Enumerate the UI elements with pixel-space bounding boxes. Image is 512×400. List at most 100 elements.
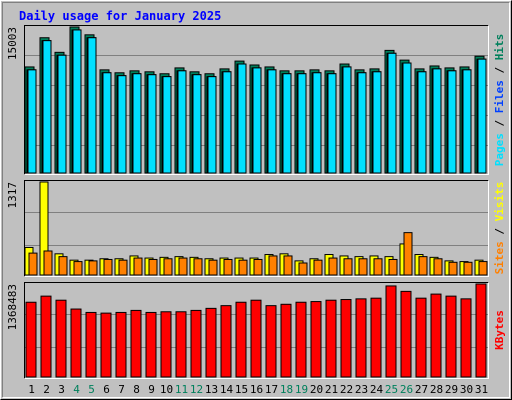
chart-title: Daily usage for January 2025 xyxy=(19,9,221,23)
sites-bar-day-3-body xyxy=(58,256,68,276)
kbytes-bar-day-20-body xyxy=(310,301,322,378)
sites-bar-day-16 xyxy=(253,258,263,276)
pages-bar-day-16 xyxy=(252,67,262,174)
kbytes-bar-day-22 xyxy=(340,299,352,378)
kbytes-bar-day-28-body xyxy=(430,293,442,378)
kbytes-bar-day-12-body xyxy=(190,309,202,378)
pages-bar-day-6 xyxy=(102,72,112,174)
sites-bar-day-17 xyxy=(268,255,278,276)
x-label-day-5: 5 xyxy=(88,383,95,396)
x-label-day-15: 15 xyxy=(235,383,248,396)
x-label-day-24: 24 xyxy=(370,383,384,396)
pages-bar-day-27 xyxy=(417,71,427,174)
pages-bar-day-21 xyxy=(327,73,337,174)
kbytes-bar-day-6 xyxy=(100,312,112,378)
sites-bar-day-29 xyxy=(448,261,458,276)
sites-bar-day-24-body xyxy=(373,258,383,276)
pages-bar-day-9 xyxy=(147,74,157,174)
panel-3-border-light xyxy=(24,282,489,379)
kbytes-bar-day-20 xyxy=(310,301,322,378)
sites-bar-day-15-body xyxy=(238,259,248,276)
sites-bar-day-20-body xyxy=(313,259,323,276)
sites-bar-day-8-body xyxy=(133,257,143,276)
sites-bar-day-10 xyxy=(163,258,173,276)
sites-bar-day-7-body xyxy=(118,259,128,276)
panel-2-border-dark xyxy=(24,180,489,277)
kbytes-bar-day-14 xyxy=(220,305,232,378)
pages-bar-day-25 xyxy=(387,52,397,174)
sites-bar-day-23 xyxy=(358,258,368,276)
sites-bar-day-19-body xyxy=(298,262,308,276)
kbytes-bar-day-26 xyxy=(400,290,412,378)
kbytes-bar-day-12 xyxy=(190,309,202,378)
kbytes-bar-day-5-body xyxy=(85,311,97,378)
x-label-day-4: 4 xyxy=(73,383,80,396)
pages-bar-day-10-body xyxy=(162,76,172,174)
sites-bar-day-25-body xyxy=(388,258,398,276)
sites-bar-day-1 xyxy=(28,252,38,276)
pages-bar-day-5 xyxy=(87,37,97,174)
x-label-day-21: 21 xyxy=(325,383,338,396)
x-label-day-10: 10 xyxy=(160,383,173,396)
sites-bar-day-3 xyxy=(58,256,68,276)
kbytes-bar-day-9 xyxy=(145,311,157,378)
x-label-day-11: 11 xyxy=(175,383,188,396)
kbytes-bar-day-29-body xyxy=(445,295,457,378)
sites-bar-day-5-body xyxy=(88,260,98,276)
sites-bar-day-4-body xyxy=(73,261,83,276)
pages-bar-day-26 xyxy=(402,62,412,174)
kbytes-bar-day-2 xyxy=(40,295,52,378)
panel-1-border-light xyxy=(24,25,489,175)
x-label-day-16: 16 xyxy=(250,383,263,396)
sites-bar-day-31 xyxy=(478,261,488,276)
sites-bar-day-6-body xyxy=(103,258,113,276)
kbytes-bar-day-11 xyxy=(175,311,187,378)
kbytes-bar-day-13 xyxy=(205,307,217,378)
pages-bar-day-4 xyxy=(72,29,82,174)
pages-bar-day-17-body xyxy=(267,69,277,174)
pages-bar-day-16-body xyxy=(252,67,262,174)
kbytes-bar-day-14-body xyxy=(220,305,232,378)
pages-bar-day-21-body xyxy=(327,73,337,174)
x-label-day-27: 27 xyxy=(415,383,428,396)
kbytes-bar-day-30-body xyxy=(460,298,472,378)
sites-bar-day-12 xyxy=(193,258,203,276)
kbytes-bar-day-10 xyxy=(160,311,172,378)
kbytes-bar-day-25 xyxy=(385,285,397,378)
kbytes-bar-day-18 xyxy=(280,303,292,378)
kbytes-bar-day-1-body xyxy=(25,301,37,378)
pages-bar-day-12-body xyxy=(192,74,202,174)
x-label-day-14: 14 xyxy=(220,383,234,396)
kbytes-bar-day-31-body xyxy=(475,283,487,378)
sites-bar-day-2-body xyxy=(43,250,53,276)
sites-bar-day-21 xyxy=(328,257,338,276)
x-label-day-23: 23 xyxy=(355,383,368,396)
legend-hits: Hits xyxy=(493,34,506,61)
pages-bar-day-18 xyxy=(282,73,292,174)
pages-bar-day-10 xyxy=(162,76,172,174)
pages-bar-day-1 xyxy=(27,69,37,174)
pages-bar-day-30 xyxy=(462,69,472,174)
kbytes-bar-day-17 xyxy=(265,305,277,378)
kbytes-bar-day-15-body xyxy=(235,301,247,378)
sites-bar-day-9 xyxy=(148,258,158,276)
panel-3-legend: KBytes xyxy=(493,310,506,350)
panel-2-ymax-label: 1317 xyxy=(6,182,19,209)
sites-bar-day-19 xyxy=(298,262,308,276)
legend-separator: / xyxy=(493,221,506,241)
kbytes-bar-day-17-body xyxy=(265,305,277,378)
sites-bar-day-14-body xyxy=(223,258,233,276)
panel-2-legend: Sites / Visits xyxy=(493,182,506,275)
kbytes-bar-day-21-body xyxy=(325,299,337,378)
sites-bar-day-13 xyxy=(208,259,218,276)
pages-bar-day-7-body xyxy=(117,75,127,174)
kbytes-bar-day-24 xyxy=(370,297,382,378)
kbytes-bar-day-3-body xyxy=(55,299,67,378)
pages-bar-day-14 xyxy=(222,71,232,174)
sites-bar-day-23-body xyxy=(358,258,368,276)
x-label-day-2: 2 xyxy=(43,383,50,396)
kbytes-bar-day-16-body xyxy=(250,299,262,378)
pages-bar-day-15-body xyxy=(237,63,247,174)
kbytes-bar-day-2-body xyxy=(40,295,52,378)
kbytes-bar-day-3 xyxy=(55,299,67,378)
